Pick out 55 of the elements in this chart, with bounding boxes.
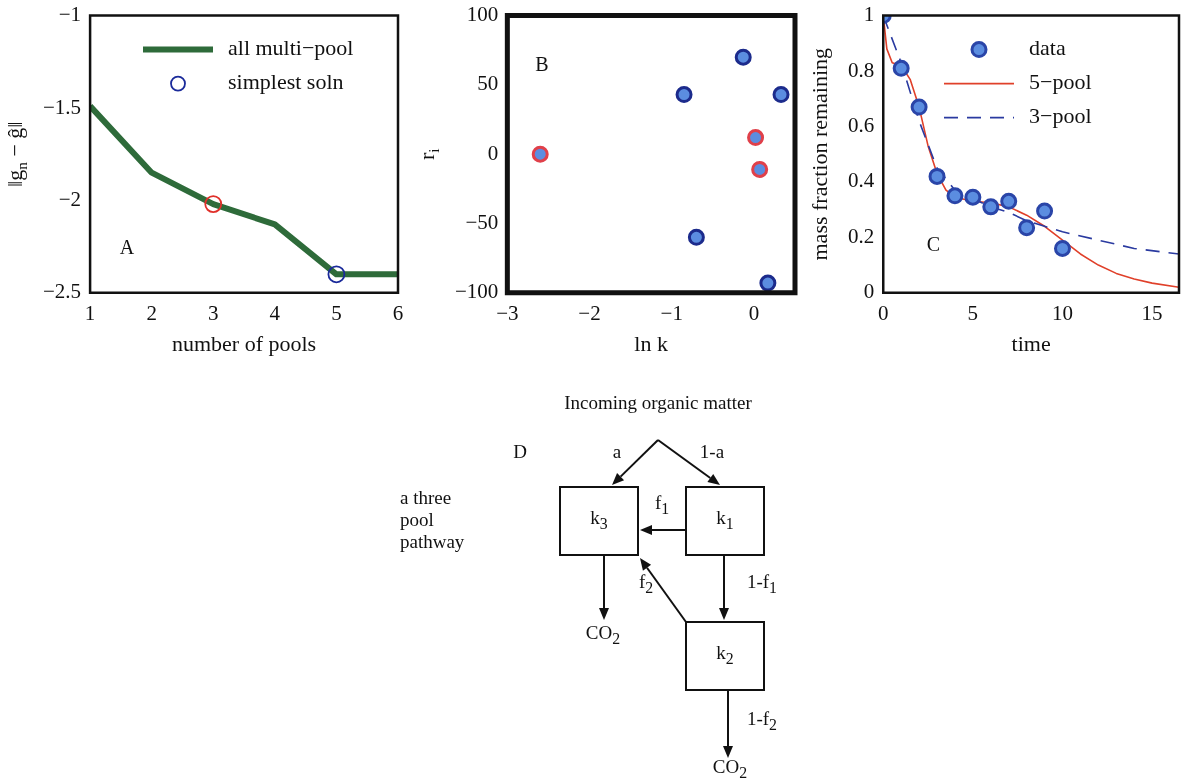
y-tick-label: −50 [465,210,499,235]
text: f$_{2}$ [638,571,654,598]
x-axis-title: number of pools [171,330,317,356]
text: k$_{1}$ [716,507,734,534]
legend-label: 5−pool [1029,69,1092,95]
x-tick-label: 10 [1051,300,1073,325]
x-tick-label: 0 [748,300,760,325]
text: a three pool pathway [400,487,465,553]
annotation: B [535,52,549,75]
y-tick-label: −2 [58,186,82,211]
annotation: A [119,235,135,258]
x-tick-label: 3 [208,300,219,325]
text: 1-f$_{1}$ [746,571,778,598]
x-tick-label: −1 [660,300,683,325]
y-axis-title: ri [413,148,442,160]
y-tick-label: 0 [487,140,499,165]
y-axis-title: ‖gn − ĝ‖ [1,121,30,187]
y-tick-label: −1.5 [43,94,82,119]
y-tick-label: 0.8 [848,57,875,82]
legend-label: 3−pool [1029,103,1092,129]
y-tick-label: 0 [863,279,875,304]
text: f$_{1}$ [654,492,670,519]
y-tick-label: 0.2 [848,223,875,248]
x-axis-title: ln k [634,330,668,356]
text: CO$_{2}$ [585,622,621,649]
y-tick-label: −100 [455,279,499,304]
text: a [612,441,622,463]
y-tick-label: 1 [863,2,875,27]
text: Incoming organic matter [564,392,752,414]
text: 1-f$_{2}$ [746,708,778,735]
text: k$_{3}$ [590,507,608,534]
text: k$_{2}$ [716,642,734,669]
annotation: C [926,232,941,255]
y-tick-label: −2.5 [43,279,82,304]
text: D [513,441,527,463]
x-tick-label: −3 [496,300,519,325]
x-tick-label: 15 [1141,300,1163,325]
x-tick-label: 6 [392,300,404,325]
x-tick-label: 2 [146,300,157,325]
x-tick-label: 5 [331,300,342,325]
legend-label: data [1029,35,1066,61]
legend-label: all multi−pool [228,35,354,61]
y-tick-label: 0.4 [848,168,875,193]
y-axis-title: mass fraction remaining [806,47,832,261]
y-tick-label: 50 [477,71,499,96]
y-tick-label: 100 [466,2,499,27]
x-tick-label: 4 [269,300,281,325]
x-axis-title: time [1011,330,1051,356]
y-tick-label: 0.6 [848,113,875,137]
text: 1-a [699,441,725,463]
x-tick-label: −2 [578,300,601,325]
x-tick-label: 5 [967,300,979,325]
y-tick-label: −1 [58,2,82,27]
legend-label: simplest soln [228,69,344,95]
text: CO$_{2}$ [712,756,748,782]
